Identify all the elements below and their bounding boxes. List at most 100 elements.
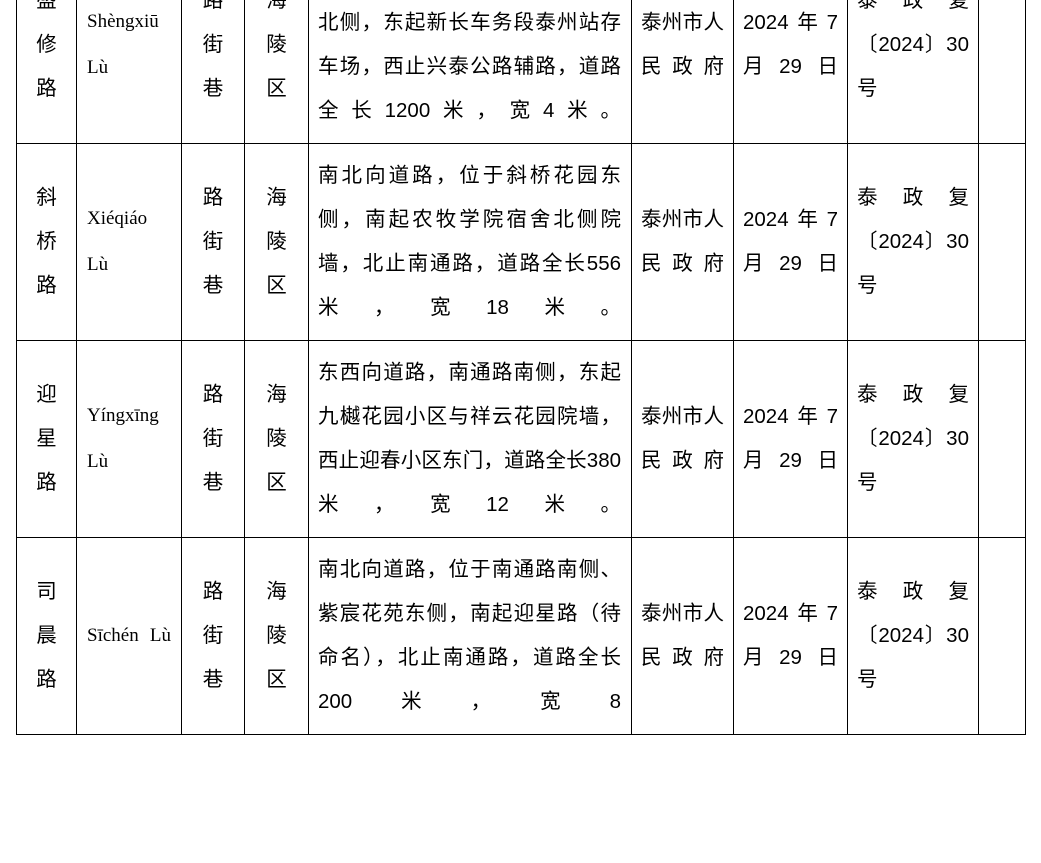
district-char: 陵 [266, 427, 287, 450]
table-body: 盛 修 路 Shèngxiū Lù 路 街 巷 [16, 0, 1026, 735]
table-row: 盛 修 路 Shèngxiū Lù 路 街 巷 [16, 0, 1026, 144]
cell-authority: 泰州市人民政府 [631, 537, 734, 735]
road-type-char: 街 [202, 624, 224, 647]
cell-road-type: 路 街 巷 [181, 0, 245, 144]
road-type-char: 路 [202, 186, 224, 209]
remark-text [979, 35, 1025, 55]
cell-district: 海 陵 区 [244, 537, 309, 735]
authority-text: 泰州市人民政府 [641, 405, 724, 472]
road-type-stack: 路 街 巷 [182, 0, 244, 121]
district-char: 陵 [266, 33, 287, 56]
road-name-char: 路 [36, 471, 57, 494]
district-char: 海 [266, 580, 287, 603]
district-stack: 海 陵 区 [245, 363, 308, 515]
road-type-char: 巷 [202, 77, 224, 100]
district-char: 区 [266, 471, 287, 494]
cell-approval-date: 2024年7月29日 [733, 0, 848, 144]
cell-description: 南北向道路，位于南通路南侧、紫宸花苑东侧，南起迎星路（待命名），北止南通路，道路… [308, 537, 632, 735]
road-name-stack: 迎 星 路 [17, 363, 76, 515]
district-stack: 海 陵 区 [245, 560, 308, 712]
road-type-char: 街 [202, 230, 224, 253]
cell-road-type: 路 街 巷 [181, 340, 245, 538]
document-number-text: 泰政复〔2024〕30号 [857, 186, 969, 297]
cell-road-type: 路 街 巷 [181, 537, 245, 735]
cell-authority: 泰州市人民政府 [631, 143, 734, 341]
authority-text: 泰州市人民政府 [641, 602, 724, 669]
cell-road-name: 斜 桥 路 [16, 143, 77, 341]
table-row: 斜 桥 路 Xiéqiáo Lù 路 街 巷 [16, 143, 1026, 341]
road-type-stack: 路 街 巷 [182, 560, 244, 712]
road-name-char: 斜 [36, 186, 57, 209]
description-text: 东西向道路，南通路南侧，东起九樾花园小区与祥云花园院墙，西止迎春小区东门，道路全… [318, 361, 621, 516]
road-name-char: 修 [36, 33, 57, 56]
road-name-char: 路 [36, 77, 57, 100]
cell-document-number: 泰政复〔2024〕30号 [847, 340, 979, 538]
cell-road-pinyin: Shèngxiū Lù [76, 0, 182, 144]
road-name-stack: 盛 修 路 [17, 0, 76, 121]
remark-text [979, 429, 1025, 449]
table-row: 迎 星 路 Yíngxīng Lù 路 街 巷 [16, 340, 1026, 538]
road-name-char: 路 [36, 274, 57, 297]
approval-date-text: 2024年7月29日 [743, 602, 838, 669]
description-text: 东西向道路，位于泰州火车站西北侧，东起新长车务段泰州站存车场，西止兴泰公路辅路，… [318, 11, 621, 122]
road-name-char: 星 [36, 427, 57, 450]
cell-road-name: 盛 修 路 [16, 0, 77, 144]
road-type-char: 路 [202, 383, 224, 406]
road-type-char: 巷 [202, 274, 224, 297]
road-type-char: 街 [202, 427, 224, 450]
cell-road-pinyin: Xiéqiáo Lù [76, 143, 182, 341]
approval-date-text: 2024年7月29日 [743, 11, 838, 78]
cell-district: 海 陵 区 [244, 340, 309, 538]
road-pinyin-text: Sīchén Lù [87, 625, 171, 646]
cell-approval-date: 2024年7月29日 [733, 143, 848, 341]
district-char: 海 [266, 383, 287, 406]
cell-remark [978, 143, 1026, 341]
cell-authority: 泰州市人民政府 [631, 0, 734, 144]
cell-road-name: 司 晨 路 [16, 537, 77, 735]
remark-text [979, 626, 1025, 646]
road-pinyin-text: Yíngxīng Lù [87, 405, 159, 472]
district-char: 区 [266, 668, 287, 691]
district-char: 陵 [266, 624, 287, 647]
cell-description: 东西向道路，位于泰州火车站西北侧，东起新长车务段泰州站存车场，西止兴泰公路辅路，… [308, 0, 632, 144]
cell-road-pinyin: Sīchén Lù [76, 537, 182, 735]
authority-text: 泰州市人民政府 [641, 208, 724, 275]
cell-approval-date: 2024年7月29日 [733, 537, 848, 735]
road-pinyin-text: Shèngxiū Lù [87, 11, 159, 78]
road-type-char: 巷 [202, 668, 224, 691]
road-type-stack: 路 街 巷 [182, 363, 244, 515]
district-char: 区 [266, 77, 287, 100]
table-row: 司 晨 路 Sīchén Lù 路 街 巷 [16, 537, 1026, 735]
cell-document-number: 泰政复〔2024〕30号 [847, 0, 979, 144]
cell-description: 南北向道路，位于斜桥花园东侧，南起农牧学院宿舍北侧院墙，北止南通路，道路全长55… [308, 143, 632, 341]
cell-approval-date: 2024年7月29日 [733, 340, 848, 538]
district-char: 海 [266, 0, 287, 12]
road-type-char: 路 [202, 580, 224, 603]
district-char: 海 [266, 186, 287, 209]
approval-date-text: 2024年7月29日 [743, 405, 838, 472]
document-number-text: 泰政复〔2024〕30号 [857, 580, 969, 691]
road-pinyin-text: Xiéqiáo Lù [87, 208, 148, 275]
road-name-char: 桥 [36, 230, 57, 253]
road-name-char: 晨 [36, 624, 57, 647]
cell-remark [978, 0, 1026, 144]
district-stack: 海 陵 区 [245, 166, 308, 318]
cell-document-number: 泰政复〔2024〕30号 [847, 537, 979, 735]
cell-road-type: 路 街 巷 [181, 143, 245, 341]
document-number-text: 泰政复〔2024〕30号 [857, 383, 969, 494]
road-name-char: 司 [36, 580, 57, 603]
cell-remark [978, 537, 1026, 735]
road-name-char: 路 [36, 668, 57, 691]
road-type-stack: 路 街 巷 [182, 166, 244, 318]
road-naming-table: 盛 修 路 Shèngxiū Lù 路 街 巷 [16, 0, 1026, 735]
cell-road-pinyin: Yíngxīng Lù [76, 340, 182, 538]
road-type-char: 巷 [202, 471, 224, 494]
cell-road-name: 迎 星 路 [16, 340, 77, 538]
cell-district: 海 陵 区 [244, 143, 309, 341]
road-name-stack: 斜 桥 路 [17, 166, 76, 318]
cell-authority: 泰州市人民政府 [631, 340, 734, 538]
road-type-char: 路 [202, 0, 224, 12]
document-number-text: 泰政复〔2024〕30号 [857, 0, 969, 100]
approval-date-text: 2024年7月29日 [743, 208, 838, 275]
description-text: 南北向道路，位于斜桥花园东侧，南起农牧学院宿舍北侧院墙，北止南通路，道路全长55… [318, 164, 621, 319]
